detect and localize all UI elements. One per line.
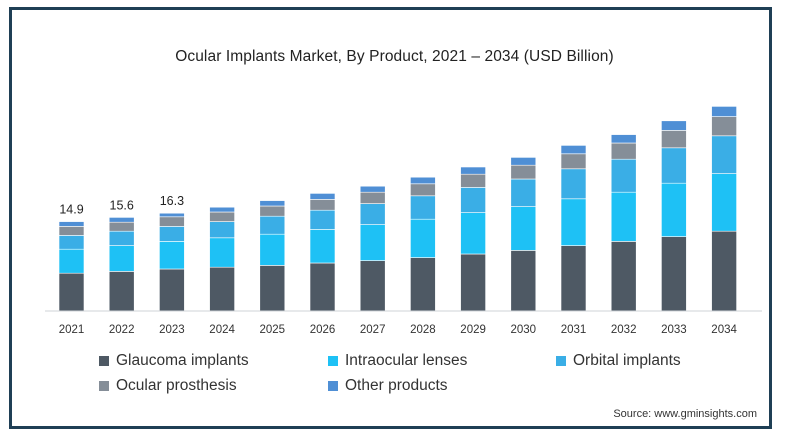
x-tick-2029: 2029 xyxy=(460,324,486,336)
bar-segment-2022-orbital-implants xyxy=(108,230,135,246)
bar-segment-2025-glaucoma-implants xyxy=(259,265,286,312)
bar-segment-2033-intraocular-lenses xyxy=(661,182,687,237)
bar-segment-2022-glaucoma-implants xyxy=(108,271,135,312)
bar-segment-2034-intraocular-lenses xyxy=(711,173,737,232)
bar-segment-2023-intraocular-lenses xyxy=(159,241,185,270)
x-tick-2034: 2034 xyxy=(711,324,737,336)
bar-segment-2030-orbital-implants xyxy=(510,178,537,207)
bar-segment-2034-ocular-prosthesis xyxy=(711,116,737,137)
chart-title: Ocular Implants Market, By Product, 2021… xyxy=(175,48,614,65)
bar-segment-2028-other-products xyxy=(410,176,436,185)
bar-segment-2033-ocular-prosthesis xyxy=(661,130,687,149)
x-tick-2023: 2023 xyxy=(159,324,185,336)
source-note: Source: www.gminsights.com xyxy=(613,408,757,420)
bar-segment-2026-orbital-implants xyxy=(309,209,336,230)
x-tick-2025: 2025 xyxy=(260,324,286,336)
bar-segment-2033-orbital-implants xyxy=(661,147,687,184)
bar-segment-2027-orbital-implants xyxy=(359,203,386,225)
bar-segment-2033-glaucoma-implants xyxy=(661,236,687,312)
x-tick-2031: 2031 xyxy=(561,324,587,336)
bar-segment-2031-ocular-prosthesis xyxy=(560,153,587,170)
bar-segment-2027-glaucoma-implants xyxy=(359,260,386,312)
bar-segment-2031-glaucoma-implants xyxy=(560,245,587,312)
bar-segment-2026-glaucoma-implants xyxy=(309,262,336,312)
bar-segment-2029-other-products xyxy=(460,166,486,175)
bar-segment-2025-other-products xyxy=(259,200,286,207)
bar-segment-2024-orbital-implants xyxy=(209,221,235,239)
bar-segment-2024-other-products xyxy=(209,206,235,213)
bar-segment-2027-ocular-prosthesis xyxy=(359,191,386,204)
x-tick-2022: 2022 xyxy=(109,324,135,336)
bar-segment-2023-other-products xyxy=(159,212,185,218)
bar-segment-2025-intraocular-lenses xyxy=(259,233,286,266)
bar-segment-2029-ocular-prosthesis xyxy=(460,173,486,188)
data-label-2022: 15.6 xyxy=(110,198,134,212)
bar-segment-2021-intraocular-lenses xyxy=(58,248,85,274)
bar-segment-2031-other-products xyxy=(560,145,587,155)
bar-segment-2025-orbital-implants xyxy=(259,215,286,235)
bar-segment-2029-orbital-implants xyxy=(460,187,486,213)
bar-segment-2027-other-products xyxy=(359,185,386,193)
bar-segment-2030-intraocular-lenses xyxy=(510,206,537,251)
bar-segment-2027-intraocular-lenses xyxy=(359,224,386,261)
bar-segment-2032-intraocular-lenses xyxy=(610,191,637,242)
bar-segment-2022-other-products xyxy=(108,217,135,223)
bar-segment-2021-ocular-prosthesis xyxy=(58,226,85,236)
bar-segment-2021-orbital-implants xyxy=(58,235,85,250)
bar-segment-2031-intraocular-lenses xyxy=(560,198,587,246)
bar-segment-2034-glaucoma-implants xyxy=(711,230,737,312)
bar-segment-2022-ocular-prosthesis xyxy=(108,221,135,232)
bar-segment-2030-glaucoma-implants xyxy=(510,250,537,312)
bar-segment-2034-other-products xyxy=(711,106,737,117)
bar-segment-2023-ocular-prosthesis xyxy=(159,216,185,227)
chart-frame xyxy=(9,7,772,429)
x-tick-2033: 2033 xyxy=(661,324,687,336)
bar-segment-2030-other-products xyxy=(510,157,537,166)
data-label-2023: 16.3 xyxy=(160,194,184,208)
bar-segment-2034-orbital-implants xyxy=(711,135,737,174)
bars-group xyxy=(58,106,737,312)
bar-segment-2028-ocular-prosthesis xyxy=(410,183,436,197)
bar-segment-2032-glaucoma-implants xyxy=(610,241,637,312)
bar-segment-2029-glaucoma-implants xyxy=(460,253,486,312)
bar-segment-2025-ocular-prosthesis xyxy=(259,205,286,217)
bar-segment-2024-intraocular-lenses xyxy=(209,237,235,268)
bar-segment-2026-other-products xyxy=(309,193,336,200)
bar-segment-2029-intraocular-lenses xyxy=(460,212,486,255)
bar-segment-2030-ocular-prosthesis xyxy=(510,164,537,180)
bar-segment-2024-ocular-prosthesis xyxy=(209,211,235,222)
bar-segment-2032-other-products xyxy=(610,134,637,144)
bar-segment-2026-intraocular-lenses xyxy=(309,229,336,264)
bar-segment-2024-glaucoma-implants xyxy=(209,266,235,312)
x-tick-2030: 2030 xyxy=(511,324,537,336)
bar-segment-2023-orbital-implants xyxy=(159,226,185,242)
bar-segment-2022-intraocular-lenses xyxy=(108,245,135,272)
bar-segment-2023-glaucoma-implants xyxy=(159,268,185,312)
bar-segment-2032-orbital-implants xyxy=(610,158,637,193)
bar-segment-2021-glaucoma-implants xyxy=(58,272,85,312)
bar-segment-2032-ocular-prosthesis xyxy=(610,142,637,160)
x-tick-2028: 2028 xyxy=(410,324,436,336)
x-tick-2024: 2024 xyxy=(209,324,235,336)
x-tick-2021: 2021 xyxy=(59,324,85,336)
x-tick-2032: 2032 xyxy=(611,324,637,336)
x-tick-2026: 2026 xyxy=(310,324,336,336)
bar-segment-2031-orbital-implants xyxy=(560,168,587,200)
bar-segment-2033-other-products xyxy=(661,120,687,131)
x-tick-labels: 2021 2022 2023 2024 2025 2026 2027 2028 2029 2030… xyxy=(59,324,738,336)
data-labels: 14.9 15.6 16.3 xyxy=(59,194,184,216)
data-label-2021: 14.9 xyxy=(59,203,83,217)
bar-segment-2028-intraocular-lenses xyxy=(410,218,436,258)
bar-segment-2028-glaucoma-implants xyxy=(410,257,436,312)
bar-segment-2026-ocular-prosthesis xyxy=(309,199,336,211)
bar-segment-2021-other-products xyxy=(58,221,85,227)
bar-segment-2028-orbital-implants xyxy=(410,195,436,220)
x-tick-2027: 2027 xyxy=(360,324,386,336)
